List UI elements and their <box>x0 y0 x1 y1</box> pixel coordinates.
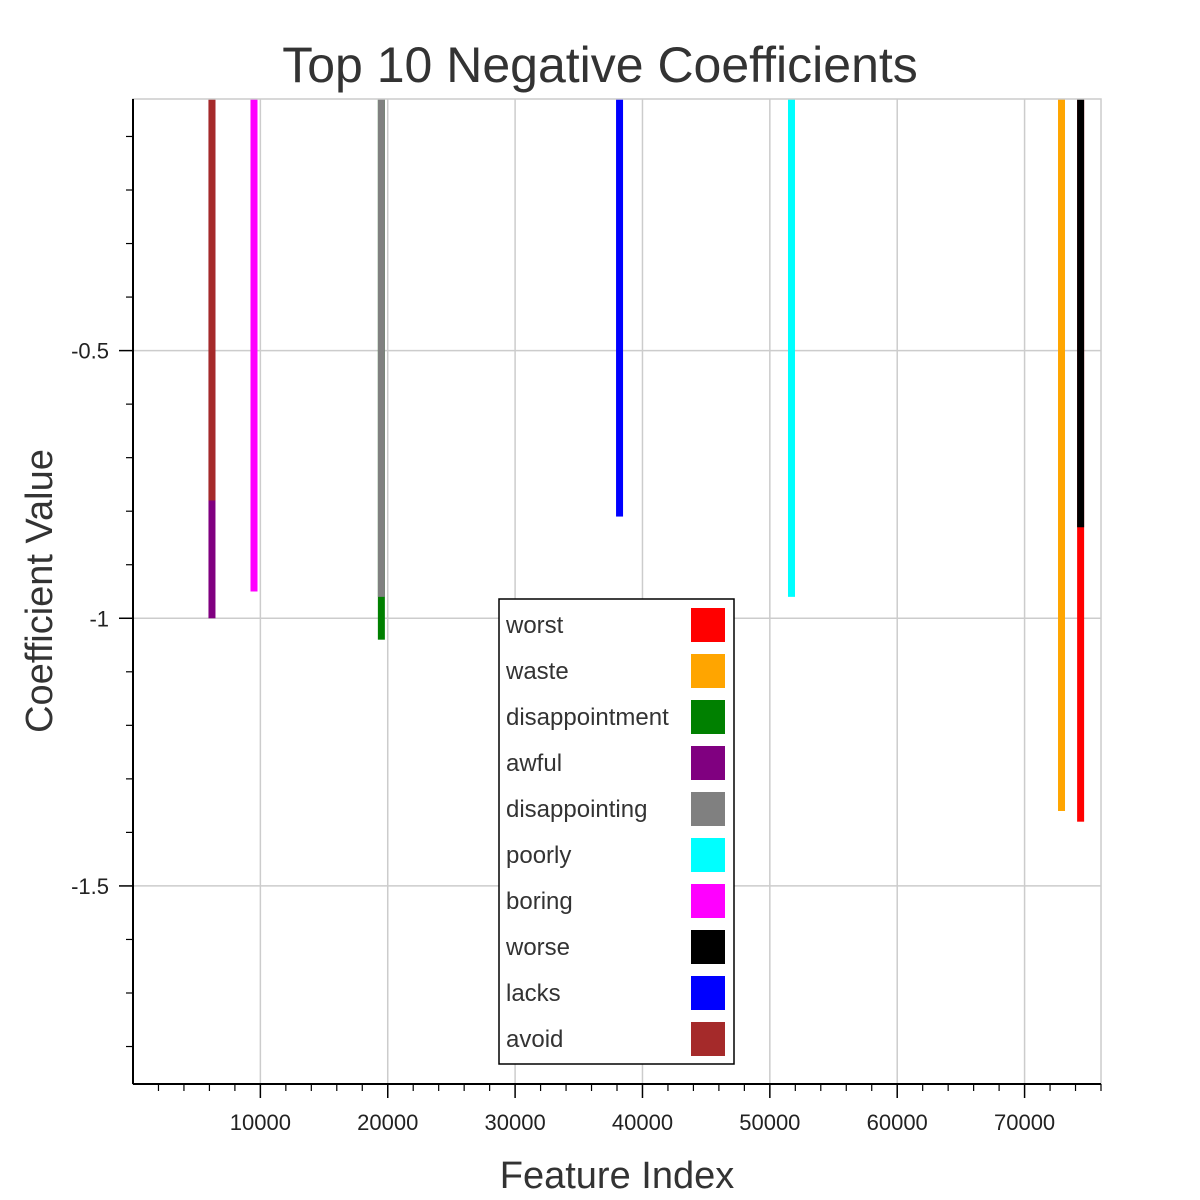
legend-swatch <box>691 1022 725 1056</box>
legend-swatch <box>691 700 725 734</box>
legend-label: awful <box>506 750 562 777</box>
bar-lacks <box>616 99 624 517</box>
legend-swatch <box>691 976 725 1010</box>
legend-swatch <box>691 930 725 964</box>
legend-label: lacks <box>506 980 561 1007</box>
legend-swatch <box>691 608 725 642</box>
legend-label: waste <box>505 658 569 685</box>
legend-swatch <box>691 884 725 918</box>
bar-poorly <box>787 99 795 597</box>
bar-waste <box>1058 99 1066 811</box>
bars <box>208 99 1085 822</box>
x-tick-label: 50000 <box>739 1110 800 1135</box>
legend-label: disappointment <box>506 704 669 731</box>
bar-worse <box>1077 99 1085 528</box>
x-tick-label: 60000 <box>867 1110 928 1135</box>
axes: 10000 20000 30000 40000 50000 60000 70000 -0.5 -… <box>71 99 1102 1135</box>
x-tick-label: 40000 <box>612 1110 673 1135</box>
chart-title: Top 10 Negative Coefficients <box>282 37 918 93</box>
legend-swatch <box>691 746 725 780</box>
y-axis-label: Coefficient Value <box>19 449 61 733</box>
legend-label: worst <box>505 612 564 639</box>
legend-label: poorly <box>506 842 571 869</box>
legend-label: disappointing <box>506 796 647 823</box>
legend-label: boring <box>506 888 573 915</box>
x-tick-label: 70000 <box>994 1110 1055 1135</box>
y-tick-label: -1 <box>89 606 109 631</box>
legend-swatch <box>691 654 725 688</box>
bar-disappointing <box>377 99 385 597</box>
x-tick-label: 20000 <box>357 1110 418 1135</box>
y-tick-label: -0.5 <box>71 339 109 364</box>
legend: worst waste disappointment awful disappointi… <box>498 598 735 1065</box>
legend-label: avoid <box>506 1026 563 1053</box>
x-tick-label: 10000 <box>230 1110 291 1135</box>
legend-swatch <box>691 838 725 872</box>
bar-boring <box>250 99 258 592</box>
legend-label: worse <box>505 934 570 961</box>
x-tick-label: 30000 <box>485 1110 546 1135</box>
bar-avoid <box>208 99 216 501</box>
legend-swatch <box>691 792 725 826</box>
y-tick-label: -1.5 <box>71 874 109 899</box>
x-axis-label: Feature Index <box>500 1155 734 1197</box>
